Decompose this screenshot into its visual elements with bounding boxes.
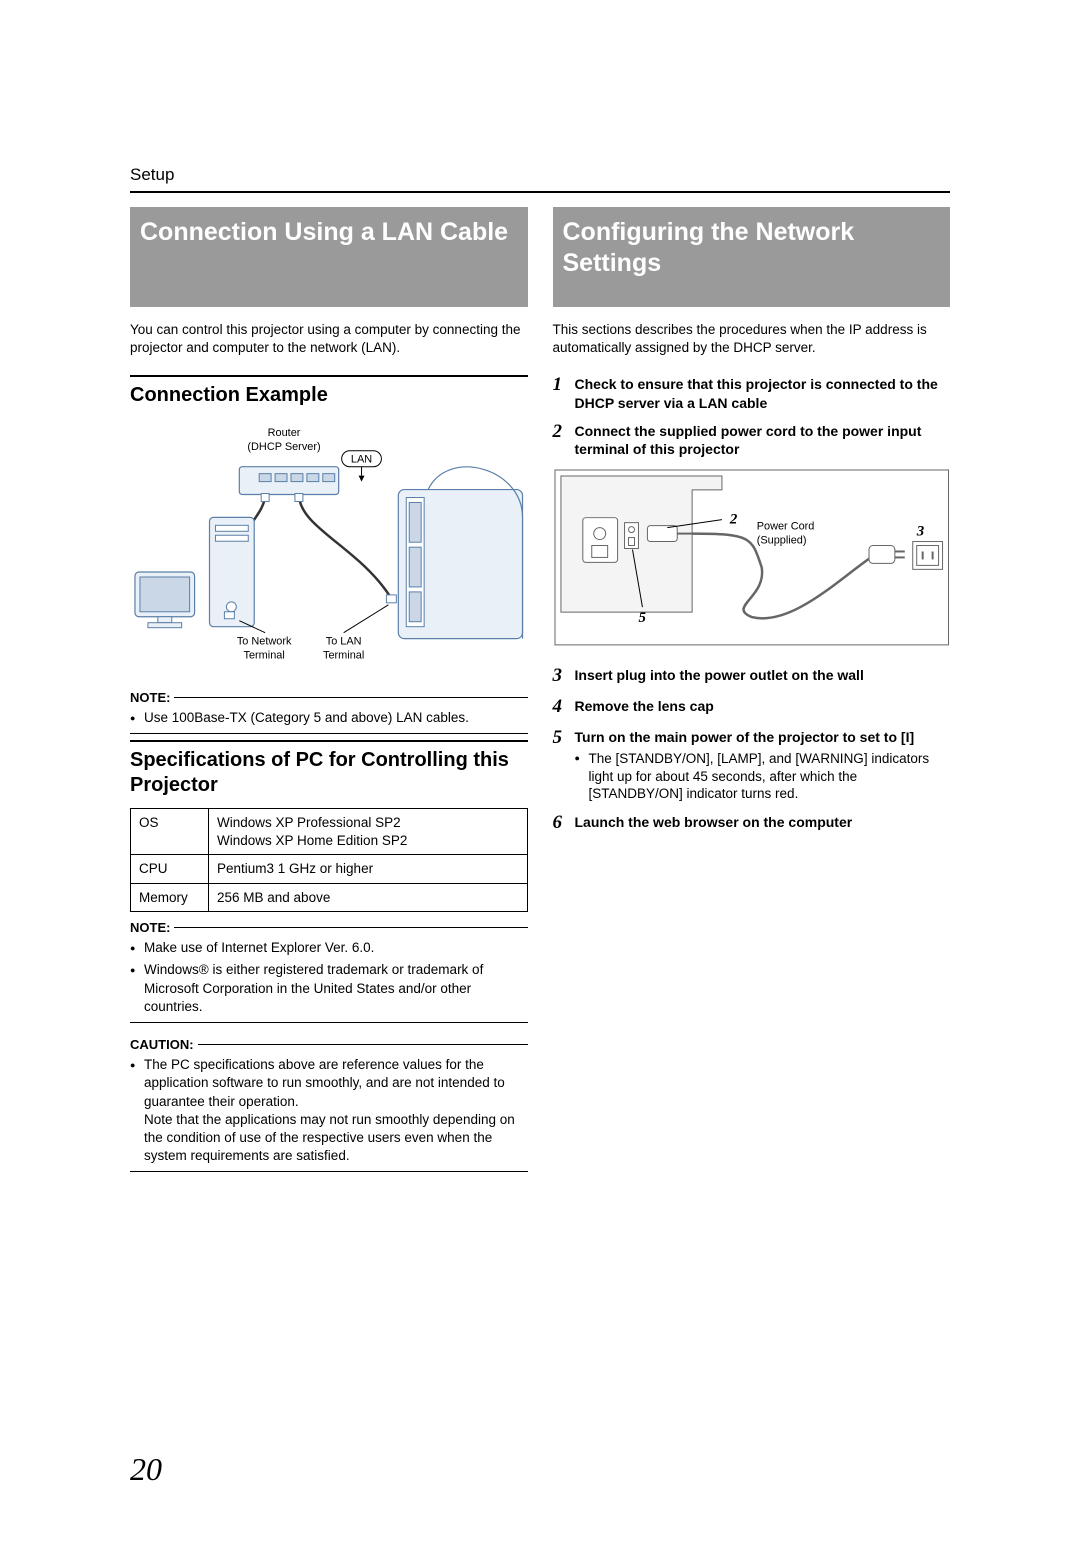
connection-diagram: Router (DHCP Server) LAN <box>130 418 528 681</box>
right-column: Configuring the Network Settings This se… <box>553 207 951 1172</box>
caution-endrule <box>130 1171 528 1172</box>
note-header-1: NOTE: <box>130 690 528 705</box>
svg-text:To LAN: To LAN <box>326 636 362 648</box>
svg-text:(Supplied): (Supplied) <box>756 535 806 547</box>
step-body: Insert plug into the power outlet on the… <box>575 666 864 687</box>
steps-top: 1Check to ensure that this projector is … <box>553 375 951 458</box>
table-cell: Memory <box>131 883 209 912</box>
spec-table: OSWindows XP Professional SP2 Windows XP… <box>130 808 528 912</box>
note2-endrule <box>130 1022 528 1023</box>
step-item: 5Turn on the main power of the projector… <box>553 728 951 803</box>
step-number: 3 <box>553 666 575 687</box>
intro-lan: You can control this projector using a c… <box>130 321 528 357</box>
top-rule <box>130 191 950 193</box>
caution-list: The PC specifications above are referenc… <box>130 1056 528 1165</box>
note-rule <box>174 927 527 928</box>
table-cell: 256 MB and above <box>209 883 528 912</box>
content-columns: Connection Using a LAN Cable You can con… <box>130 207 950 1172</box>
svg-text:LAN: LAN <box>351 454 372 466</box>
table-row: OSWindows XP Professional SP2 Windows XP… <box>131 809 528 855</box>
list-item: Use 100Base-TX (Category 5 and above) LA… <box>130 709 528 727</box>
step-item: 1Check to ensure that this projector is … <box>553 375 951 411</box>
list-item: Windows® is either registered trademark … <box>130 961 528 1016</box>
power-diagram: 2 5 3 Power Cord (Supplied) <box>553 468 951 652</box>
note1-list: Use 100Base-TX (Category 5 and above) LA… <box>130 709 528 727</box>
lan-diagram-svg: Router (DHCP Server) LAN <box>130 418 528 676</box>
note2-list: Make use of Internet Explorer Ver. 6.0. W… <box>130 939 528 1016</box>
note-label: NOTE: <box>130 690 170 705</box>
step-number: 6 <box>553 813 575 834</box>
table-row: Memory256 MB and above <box>131 883 528 912</box>
step-item: 6Launch the web browser on the computer <box>553 813 951 834</box>
subheading-specs: Specifications of PC for Controlling thi… <box>130 740 528 798</box>
step-body: Check to ensure that this projector is c… <box>575 375 951 411</box>
caution-rule <box>198 1044 528 1045</box>
heading-network-settings: Configuring the Network Settings <box>553 207 951 307</box>
list-item: Make use of Internet Explorer Ver. 6.0. <box>130 939 528 957</box>
left-column: Connection Using a LAN Cable You can con… <box>130 207 528 1172</box>
table-cell: OS <box>131 809 209 855</box>
steps-bottom: 3Insert plug into the power outlet on th… <box>553 666 951 834</box>
svg-text:Terminal: Terminal <box>323 650 364 662</box>
svg-text:3: 3 <box>915 524 924 540</box>
svg-text:To Network: To Network <box>237 636 292 648</box>
table-cell: Pentium3 1 GHz or higher <box>209 855 528 884</box>
section-label: Setup <box>130 165 950 185</box>
power-diagram-svg: 2 5 3 Power Cord (Supplied) <box>553 468 951 647</box>
step-item: 4Remove the lens cap <box>553 697 951 718</box>
table-cell: CPU <box>131 855 209 884</box>
svg-text:5: 5 <box>638 610 646 626</box>
step-number: 5 <box>553 728 575 803</box>
svg-text:Terminal: Terminal <box>244 650 285 662</box>
svg-text:(DHCP Server): (DHCP Server) <box>247 441 320 453</box>
svg-text:Router: Router <box>268 427 301 439</box>
step-body: Turn on the main power of the projector … <box>575 728 951 803</box>
subheading-connection-example: Connection Example <box>130 375 528 408</box>
step-number: 1 <box>553 375 575 411</box>
step-body: Launch the web browser on the computer <box>575 813 853 834</box>
note1-endrule <box>130 733 528 734</box>
step-number: 2 <box>553 422 575 458</box>
caution-label: CAUTION: <box>130 1037 194 1052</box>
svg-text:Power Cord: Power Cord <box>756 521 814 533</box>
step-body: Remove the lens cap <box>575 697 714 718</box>
table-cell: Windows XP Professional SP2 Windows XP H… <box>209 809 528 855</box>
page-number: 20 <box>130 1451 162 1488</box>
step-item: 2Connect the supplied power cord to the … <box>553 422 951 458</box>
note-rule <box>174 697 527 698</box>
step-item: 3Insert plug into the power outlet on th… <box>553 666 951 687</box>
caution-header: CAUTION: <box>130 1037 528 1052</box>
step-sub-item: The [STANDBY/ON], [LAMP], and [WARNING] … <box>575 750 951 803</box>
step-body: Connect the supplied power cord to the p… <box>575 422 951 458</box>
list-item: The PC specifications above are referenc… <box>130 1056 528 1165</box>
heading-lan-cable: Connection Using a LAN Cable <box>130 207 528 307</box>
step-number: 4 <box>553 697 575 718</box>
svg-text:2: 2 <box>728 512 737 528</box>
note-label: NOTE: <box>130 920 170 935</box>
step-sublist: The [STANDBY/ON], [LAMP], and [WARNING] … <box>575 750 951 803</box>
intro-network: This sections describes the procedures w… <box>553 321 951 357</box>
table-row: CPUPentium3 1 GHz or higher <box>131 855 528 884</box>
note-header-2: NOTE: <box>130 920 528 935</box>
